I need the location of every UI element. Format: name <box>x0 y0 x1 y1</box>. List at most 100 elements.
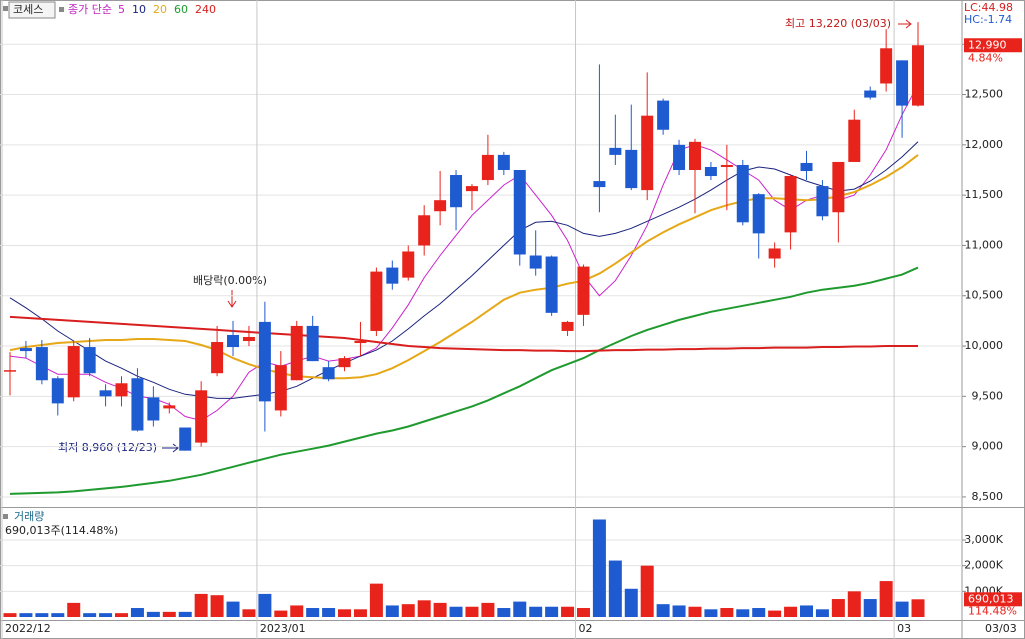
volume-bar <box>210 595 224 617</box>
y-tick-label: 9,500 <box>972 389 1004 402</box>
volume-bar <box>672 605 686 617</box>
volume-bar <box>258 593 272 617</box>
volume-bar <box>417 600 431 617</box>
volume-bar <box>130 608 144 617</box>
volume-bar <box>83 613 97 617</box>
volume-subtitle: 690,013주(114.48%) <box>5 524 118 537</box>
volume-bar <box>338 609 352 617</box>
candle-body <box>688 141 701 170</box>
candle-body <box>561 321 574 331</box>
volume-bar <box>306 608 320 617</box>
volume-bar <box>194 593 208 617</box>
legend-entry: 60 <box>174 3 188 16</box>
volume-bar <box>433 602 447 617</box>
annotation-high: 최고 13,220 (03/03) <box>785 17 891 30</box>
volume-title: 거래량 <box>14 510 44 523</box>
ma-label: 종가 단순 <box>68 3 112 16</box>
volume-bar <box>385 605 399 617</box>
y-tick-label: 11,500 <box>965 188 1004 201</box>
volume-bar <box>879 581 893 617</box>
annotation-arrow <box>162 443 179 453</box>
candle-body <box>338 358 351 368</box>
ma-line <box>9 141 919 399</box>
volume-bar <box>369 583 383 617</box>
plot-layer <box>0 0 962 639</box>
volume-bar <box>736 609 750 617</box>
candle-body <box>131 378 144 431</box>
volume-bar <box>624 588 638 617</box>
candle-body <box>195 390 208 443</box>
volume-icon <box>3 514 8 519</box>
candle-body <box>641 115 654 191</box>
title-box[interactable] <box>8 1 56 19</box>
candle-body <box>816 186 829 217</box>
volume-bar <box>831 599 845 617</box>
change-label: 4.84% <box>968 51 1003 64</box>
volume-bar <box>353 609 367 617</box>
x-tick-label: 02 <box>579 622 593 635</box>
candle-body <box>720 164 733 167</box>
volume-bar <box>895 601 909 617</box>
hc-label: HC:-1.74 <box>964 13 1012 26</box>
volume-bar <box>513 601 527 617</box>
candle-body <box>529 255 542 269</box>
legend-entry: 240 <box>195 3 216 16</box>
candle-body <box>497 154 510 170</box>
candle-body <box>322 367 335 380</box>
candle-body <box>290 325 303 381</box>
volume-bar <box>35 613 49 617</box>
candle-body <box>99 390 112 397</box>
volume-bar <box>497 608 511 617</box>
candle-body <box>704 166 717 177</box>
candle-body <box>147 397 160 421</box>
candle-body <box>481 154 494 181</box>
volume-bar <box>290 605 304 617</box>
volume-bar <box>19 613 33 617</box>
volume-ratio: 114.48% <box>968 604 1017 617</box>
ma-icon <box>59 7 64 12</box>
volume-bar <box>51 613 65 617</box>
candle-body <box>768 248 781 259</box>
candle-body <box>211 342 224 374</box>
y-tick-label: 10,500 <box>965 289 1004 302</box>
candle-body <box>163 405 176 409</box>
candle-body <box>800 162 813 172</box>
volume-bar <box>162 611 176 617</box>
volume-bar <box>592 519 606 617</box>
ma-line <box>9 84 919 422</box>
volume-bar <box>863 599 877 617</box>
volume-bar <box>226 601 240 617</box>
candle-body <box>402 251 415 278</box>
volume-bar <box>688 606 702 617</box>
volume-bar <box>784 606 798 617</box>
y-tick-label: 12,000 <box>965 138 1004 151</box>
y-tick-label: 11,000 <box>965 238 1004 251</box>
volume-bar <box>752 608 766 617</box>
volume-bar <box>640 565 654 617</box>
volume-bar <box>115 613 129 617</box>
candle-body <box>370 271 383 331</box>
candle-body <box>418 215 431 246</box>
candle-body <box>545 256 558 313</box>
legend-entry: 5 <box>118 3 125 16</box>
volume-bar <box>561 606 575 617</box>
volume-bar <box>465 606 479 617</box>
y-tick-label: 9,000 <box>972 440 1004 453</box>
volume-bar <box>242 609 256 617</box>
volume-box <box>964 592 1022 607</box>
candle-body <box>577 266 590 315</box>
candle-body <box>434 200 447 212</box>
candle-body <box>35 347 48 381</box>
ma-line <box>9 266 919 495</box>
candle-body <box>4 370 16 372</box>
candle-body <box>115 383 128 397</box>
annotation-arrow <box>898 19 912 29</box>
last-price: 12,990 <box>968 38 1007 51</box>
candle-body <box>880 48 893 84</box>
candle-body <box>784 176 797 233</box>
candle-body <box>896 60 909 106</box>
volume-bar <box>545 606 559 617</box>
candle-body <box>19 348 32 352</box>
